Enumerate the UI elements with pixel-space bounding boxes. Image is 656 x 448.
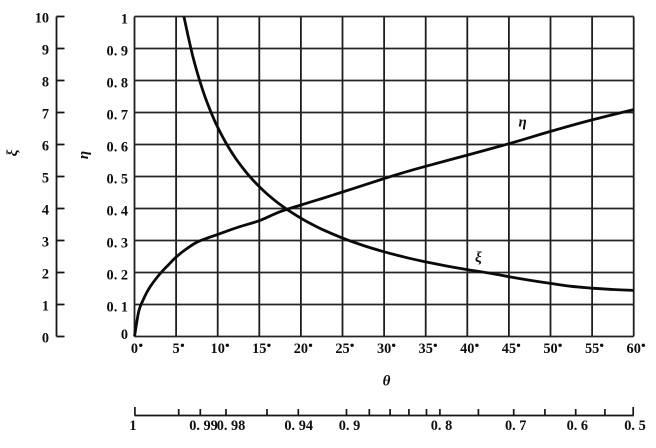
- svg-text:0. 99: 0. 99: [189, 418, 218, 434]
- svg-text:0. 1: 0. 1: [107, 300, 128, 316]
- svg-text:ξ: ξ: [5, 149, 21, 156]
- svg-text:0. 8: 0. 8: [431, 418, 452, 434]
- svg-text:35: 35: [419, 341, 433, 357]
- svg-text:0. 4: 0. 4: [107, 204, 128, 220]
- svg-text:0. 3: 0. 3: [107, 236, 128, 252]
- svg-text:4: 4: [42, 203, 49, 219]
- svg-text:10: 10: [211, 341, 225, 357]
- svg-text:6: 6: [42, 139, 49, 155]
- svg-text:9: 9: [42, 43, 49, 59]
- svg-text:η: η: [519, 115, 527, 131]
- svg-text:30: 30: [377, 341, 391, 357]
- svg-text:7: 7: [42, 107, 49, 123]
- svg-text:3: 3: [42, 235, 49, 251]
- svg-text:0. 7: 0. 7: [505, 418, 526, 434]
- svg-text:0. 6: 0. 6: [567, 418, 588, 434]
- svg-text:5: 5: [173, 341, 180, 357]
- svg-text:0. 9: 0. 9: [107, 44, 128, 60]
- svg-text:20: 20: [294, 341, 308, 357]
- svg-text:55: 55: [585, 341, 599, 357]
- svg-text:0. 98: 0. 98: [217, 418, 246, 434]
- svg-text:1: 1: [129, 418, 136, 434]
- svg-text:0: 0: [121, 327, 128, 343]
- svg-text:0: 0: [131, 341, 138, 357]
- svg-text:2: 2: [42, 267, 49, 283]
- svg-text:0. 94: 0. 94: [284, 418, 313, 434]
- svg-text:8: 8: [42, 75, 49, 91]
- svg-text:50: 50: [543, 341, 557, 357]
- svg-text:0. 2: 0. 2: [107, 268, 128, 284]
- svg-text:25: 25: [335, 341, 349, 357]
- svg-text:η: η: [76, 151, 92, 159]
- svg-text:θ: θ: [383, 373, 391, 389]
- svg-text:0: 0: [42, 331, 49, 347]
- svg-text:45: 45: [502, 341, 516, 357]
- svg-text:0. 5: 0. 5: [107, 172, 128, 188]
- svg-text:60: 60: [627, 341, 641, 357]
- svg-text:0. 5: 0. 5: [624, 418, 645, 434]
- svg-text:0. 8: 0. 8: [107, 76, 128, 92]
- svg-text:1: 1: [121, 12, 128, 28]
- svg-text:10: 10: [35, 11, 49, 27]
- svg-text:40: 40: [460, 341, 474, 357]
- svg-text:0. 7: 0. 7: [107, 108, 128, 124]
- svg-text:5: 5: [42, 171, 49, 187]
- svg-text:15: 15: [252, 341, 266, 357]
- svg-text:0. 9: 0. 9: [339, 418, 360, 434]
- svg-text:1: 1: [42, 299, 49, 315]
- svg-text:ξ: ξ: [475, 250, 482, 266]
- svg-text:0. 6: 0. 6: [107, 140, 128, 156]
